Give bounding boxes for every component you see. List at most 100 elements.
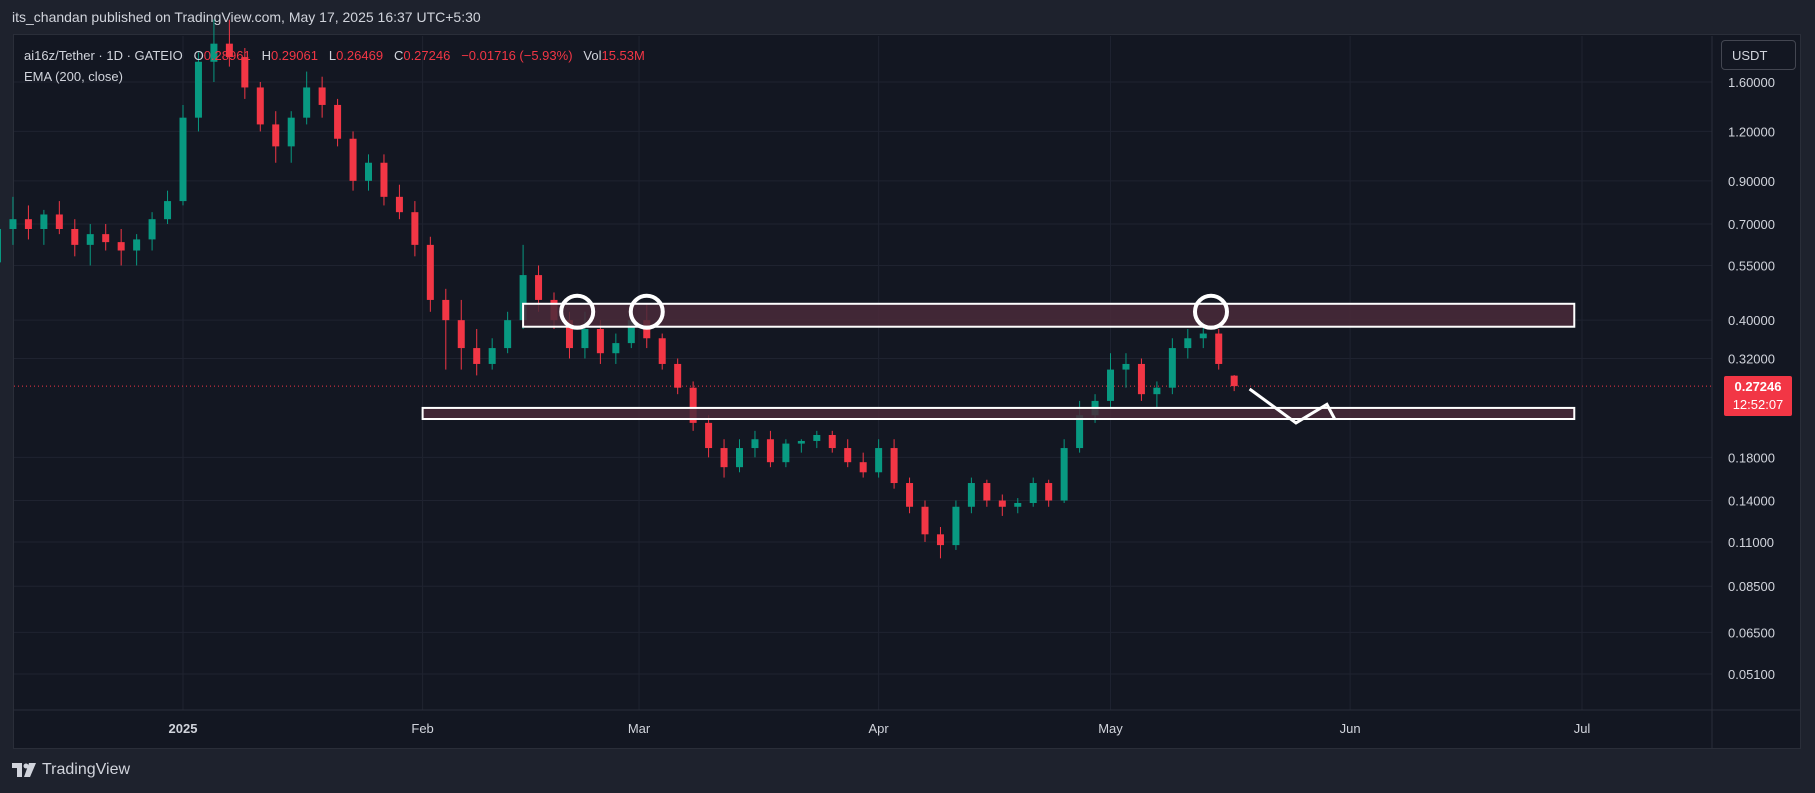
candle-body: [71, 229, 79, 245]
candle-down: [983, 479, 991, 507]
candle-down: [241, 48, 249, 99]
candle-down: [256, 82, 264, 132]
low-value: 0.26469: [336, 48, 384, 63]
candle-down: [828, 430, 836, 453]
candle-body: [1107, 369, 1115, 401]
candle-down: [473, 328, 481, 376]
candle-down: [906, 477, 914, 514]
open-value: 0.28961: [203, 48, 251, 63]
candle-body: [40, 214, 48, 230]
candle-down: [936, 526, 944, 559]
candle-up: [9, 196, 17, 245]
candle-body: [844, 448, 852, 463]
candle-body: [411, 212, 419, 245]
candle-down: [380, 154, 388, 206]
currency-button[interactable]: USDT: [1721, 40, 1796, 70]
candle-down: [349, 131, 357, 191]
candle-down: [411, 201, 419, 257]
last-price-value: 0.27246: [1734, 379, 1782, 394]
y-tick-label: 0.32000: [1728, 351, 1775, 366]
candle-body: [658, 338, 666, 364]
candle-up: [148, 212, 156, 251]
candle-body: [1153, 387, 1161, 395]
candle-up: [736, 439, 744, 473]
candle-body: [1184, 338, 1192, 349]
candle-body: [1076, 415, 1084, 449]
candle-body: [365, 162, 373, 181]
candle-body: [0, 229, 1, 263]
candle-body: [395, 196, 403, 213]
candle-body: [303, 87, 311, 118]
candle-down: [674, 358, 682, 395]
candle-body: [766, 439, 774, 463]
candle-body: [705, 422, 713, 449]
candle-down: [998, 494, 1006, 516]
candle-down: [24, 205, 32, 240]
candle-up: [952, 500, 960, 550]
candle-body: [1199, 333, 1207, 339]
candle-body: [998, 500, 1006, 507]
candle-down: [457, 299, 465, 370]
candle-body: [1137, 363, 1145, 395]
y-tick-label: 0.70000: [1728, 217, 1775, 232]
candle-down: [1230, 375, 1238, 392]
volume-label: Vol: [583, 48, 602, 63]
high-label: H: [261, 48, 271, 63]
candle-down: [890, 439, 898, 489]
candle-body: [1045, 483, 1053, 501]
candle-body: [148, 219, 156, 240]
candle-body: [9, 219, 17, 230]
candle-body: [519, 275, 527, 321]
candle-up: [164, 190, 172, 225]
candle-up: [1014, 498, 1022, 514]
y-tick-label: 0.05100: [1728, 667, 1775, 682]
candle-body: [751, 439, 759, 449]
candle-body: [1168, 348, 1176, 388]
time-axis: 2025 Feb Mar Apr May Jun Jul: [169, 721, 1591, 736]
candle-body: [596, 328, 604, 354]
candle-body: [102, 234, 110, 243]
candle-body: [1014, 502, 1022, 507]
candle-down: [55, 201, 63, 235]
rejection-circle-marker: [1192, 293, 1229, 330]
candle-down: [225, 19, 233, 67]
candle-up: [179, 104, 187, 206]
candle-body: [194, 61, 202, 118]
candle-body: [689, 387, 697, 423]
candle-down: [658, 333, 666, 370]
candle-body: [720, 448, 728, 468]
candle-down: [705, 415, 713, 458]
candle-up: [1153, 381, 1161, 408]
candle-body: [875, 448, 883, 473]
low-label: L: [328, 48, 337, 63]
candle-body: [890, 448, 898, 484]
candle-body: [164, 201, 172, 220]
candle-body: [241, 57, 249, 88]
candle-body: [1060, 448, 1068, 501]
candle-body: [674, 363, 682, 388]
candle-down: [442, 288, 450, 370]
y-tick-label: 0.06500: [1728, 625, 1775, 640]
candle-down: [426, 236, 434, 312]
x-tick-label: 2025: [169, 721, 198, 736]
candle-down: [1045, 479, 1053, 507]
candle-up: [967, 477, 975, 514]
chart-panel[interactable]: [13, 34, 1801, 749]
candle-body: [1122, 363, 1130, 370]
candle-body: [936, 534, 944, 546]
y-tick-label: 0.40000: [1728, 313, 1775, 328]
candle-up: [287, 111, 295, 163]
candle-up: [133, 234, 141, 266]
candle-body: [859, 462, 867, 473]
indicator-label[interactable]: EMA (200, close): [24, 69, 123, 84]
candle-up: [1184, 328, 1192, 359]
rejection-circle-marker: [628, 293, 665, 330]
tradingview-logo[interactable]: TradingView: [12, 761, 130, 779]
y-tick-label: 0.55000: [1728, 258, 1775, 273]
candle-body: [86, 234, 94, 245]
candle-body: [256, 87, 264, 125]
candle-down: [318, 76, 326, 118]
symbol-label[interactable]: ai16z/Tether · 1D · GATEIO: [24, 48, 183, 63]
resistance-support-zone: [421, 406, 1576, 421]
